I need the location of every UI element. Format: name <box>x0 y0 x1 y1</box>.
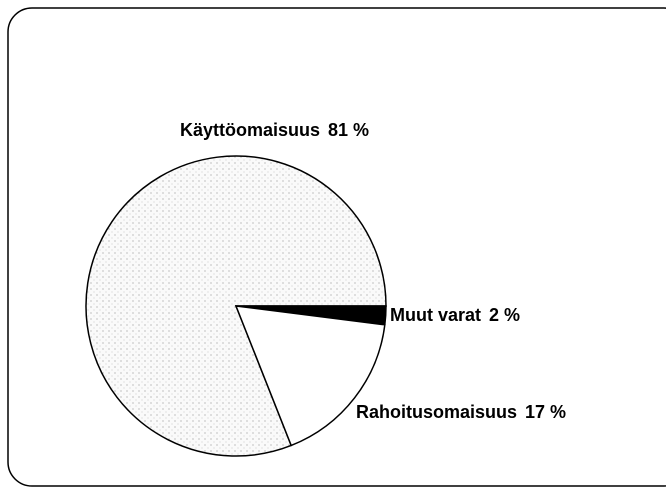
slice-value: 81 % <box>328 120 369 140</box>
slice-label: Käyttöomaisuus 81 % <box>180 120 369 140</box>
pie-slice <box>234 305 386 447</box>
slice-label: Muut varat 2 % <box>390 305 520 325</box>
slice-name: Rahoitusomaisuus <box>356 402 517 422</box>
slice-name: Käyttöomaisuus <box>180 120 320 140</box>
slice-name: Muut varat <box>390 305 481 325</box>
slice-value: 17 % <box>525 402 566 422</box>
slice-value: 2 % <box>489 305 520 325</box>
frame <box>7 7 666 487</box>
slice-label: Rahoitusomaisuus 17 % <box>356 402 566 422</box>
